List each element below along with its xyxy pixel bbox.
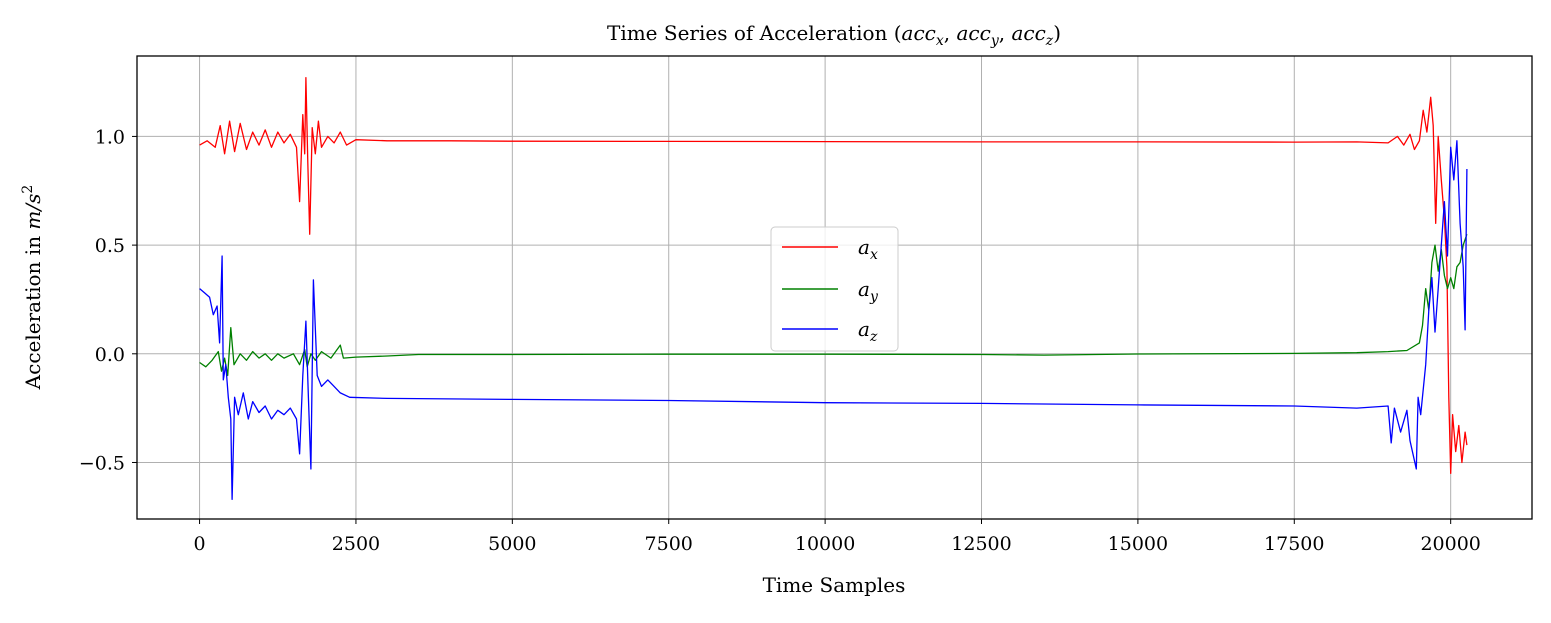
y-axis-label-exponent: 2 — [20, 185, 36, 194]
title-comma-1: , — [944, 21, 957, 45]
x-axis-label: Time Samples — [763, 573, 906, 597]
legend-label-ax: ax — [858, 235, 878, 263]
y-axis-label-unit: m/s — [21, 194, 45, 230]
y-tick-label: 1.0 — [95, 126, 125, 148]
chart-title: Time Series of Acceleration (accx, accy,… — [607, 21, 1061, 49]
y-axis-label: Acceleration in m/s2 — [20, 185, 45, 391]
title-accx: acc — [902, 21, 936, 45]
y-axis-label-text: Acceleration in — [21, 230, 45, 391]
y-tick-label: 0.0 — [95, 344, 125, 366]
title-prefix: Time Series of Acceleration ( — [607, 21, 902, 45]
title-suffix: ) — [1053, 21, 1061, 45]
x-tick-label: 15000 — [1108, 533, 1168, 555]
series-layer — [199, 77, 1468, 501]
x-tick-label: 5000 — [488, 533, 536, 555]
y-axis: −0.5 0.0 0.5 1.0 — [79, 126, 137, 474]
title-accx-sub: x — [936, 33, 944, 49]
y-tick-label: −0.5 — [79, 452, 125, 474]
title-accz: acc — [1011, 21, 1045, 45]
legend: ax ay az — [770, 226, 899, 352]
series-line-az — [199, 140, 1468, 501]
title-comma-2: , — [999, 21, 1012, 45]
x-axis: 0 2500 5000 7500 10000 12500 15000 17500 20000 — [194, 519, 1481, 555]
series-line-ay — [199, 233, 1468, 377]
series-line-ax — [199, 77, 1468, 475]
x-tick-label: 20000 — [1420, 533, 1480, 555]
x-tick-label: 10000 — [795, 533, 855, 555]
y-tick-label: 0.5 — [95, 235, 125, 257]
plot-frame — [136, 55, 1533, 520]
x-tick-label: 0 — [194, 533, 206, 555]
title-accy-sub: y — [990, 33, 1000, 49]
x-tick-label: 7500 — [645, 533, 693, 555]
title-accz-sub: z — [1045, 33, 1054, 49]
legend-label-ay: ay — [858, 277, 879, 305]
legend-label-az: az — [858, 317, 878, 345]
x-tick-label: 2500 — [332, 533, 380, 555]
x-tick-label: 12500 — [951, 533, 1011, 555]
x-tick-label: 17500 — [1264, 533, 1324, 555]
title-accy: acc — [957, 21, 991, 45]
